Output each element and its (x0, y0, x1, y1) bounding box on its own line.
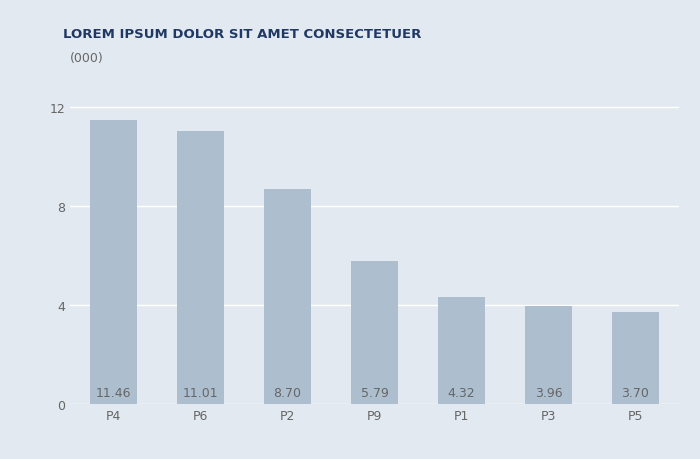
Text: LOREM IPSUM DOLOR SIT AMET CONSECTETUER: LOREM IPSUM DOLOR SIT AMET CONSECTETUER (63, 28, 421, 41)
Bar (90, 121, 137, 404)
Bar (524, 306, 573, 404)
Text: 5.79: 5.79 (360, 386, 388, 399)
Text: 4.32: 4.32 (448, 386, 475, 399)
Text: 11.46: 11.46 (96, 386, 132, 399)
Text: 11.01: 11.01 (183, 386, 218, 399)
Text: 3.96: 3.96 (535, 386, 562, 399)
Bar (176, 132, 225, 404)
Bar (612, 313, 659, 404)
Bar (351, 261, 398, 404)
Bar (438, 297, 485, 404)
Text: 3.70: 3.70 (622, 386, 650, 399)
Text: 8.70: 8.70 (274, 386, 302, 399)
Bar (264, 189, 312, 404)
Text: (000): (000) (70, 52, 104, 65)
